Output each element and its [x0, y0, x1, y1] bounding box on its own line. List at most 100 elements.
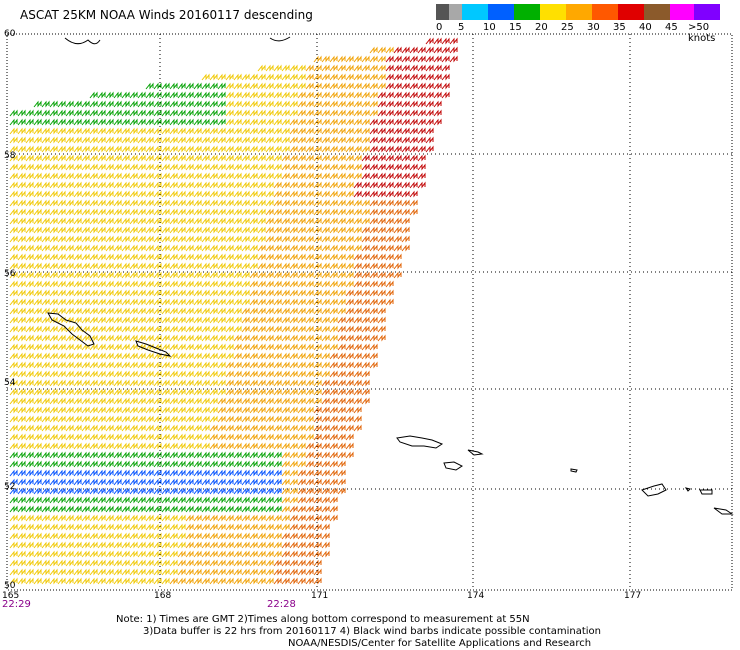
- wind-barb: [41, 406, 50, 414]
- wind-barb: [241, 136, 250, 144]
- wind-barb: [305, 433, 314, 441]
- wind-barb: [369, 253, 378, 261]
- wind-barb: [153, 208, 162, 216]
- wind-barb: [137, 262, 146, 270]
- wind-barb: [33, 532, 42, 540]
- wind-barb: [113, 415, 122, 423]
- wind-barb: [185, 118, 194, 126]
- wind-barb: [137, 163, 146, 171]
- wind-barb: [249, 478, 258, 486]
- wind-barb: [113, 154, 122, 162]
- wind-barb: [193, 262, 202, 270]
- wind-barb: [249, 154, 258, 162]
- wind-barb: [9, 208, 18, 216]
- wind-barb: [297, 559, 306, 567]
- wind-barb: [81, 316, 90, 324]
- wind-barb: [25, 244, 34, 252]
- wind-barb: [233, 352, 242, 360]
- wind-barb: [393, 154, 402, 162]
- wind-barb: [137, 109, 146, 117]
- wind-barb: [41, 379, 50, 387]
- wind-barb: [129, 325, 138, 333]
- wind-barb: [217, 352, 226, 360]
- wind-barb: [121, 244, 130, 252]
- wind-barb: [225, 370, 234, 378]
- wind-barb: [145, 532, 154, 540]
- wind-barb: [129, 226, 138, 234]
- wind-barb: [201, 199, 210, 207]
- wind-barb: [113, 298, 122, 306]
- wind-barb: [409, 91, 418, 99]
- wind-barb: [17, 352, 26, 360]
- wind-barb: [193, 415, 202, 423]
- legend-swatch: [514, 4, 540, 20]
- wind-barb: [433, 46, 442, 54]
- wind-barb: [409, 163, 418, 171]
- wind-barb: [9, 532, 18, 540]
- wind-barb: [201, 415, 210, 423]
- wind-barb: [305, 298, 314, 306]
- wind-barb: [265, 487, 274, 495]
- wind-barb: [113, 127, 122, 135]
- wind-barb: [209, 280, 218, 288]
- wind-barb: [225, 253, 234, 261]
- wind-barb: [153, 190, 162, 198]
- wind-barb: [81, 478, 90, 486]
- wind-barb: [89, 352, 98, 360]
- wind-barb: [57, 172, 66, 180]
- wind-barb: [49, 154, 58, 162]
- wind-barb: [33, 397, 42, 405]
- wind-barb: [161, 208, 170, 216]
- wind-barb: [297, 334, 306, 342]
- wind-barb: [9, 118, 18, 126]
- wind-barb: [65, 199, 74, 207]
- wind-barb: [297, 262, 306, 270]
- wind-barb: [57, 109, 66, 117]
- wind-barb: [153, 496, 162, 504]
- wind-barb: [289, 127, 298, 135]
- wind-barb: [129, 172, 138, 180]
- wind-barb: [169, 145, 178, 153]
- wind-barb: [153, 298, 162, 306]
- wind-barb: [33, 127, 42, 135]
- wind-barb: [257, 100, 266, 108]
- wind-barb: [337, 487, 346, 495]
- wind-barb: [337, 73, 346, 81]
- wind-barb: [377, 235, 386, 243]
- wind-barb: [121, 379, 130, 387]
- wind-barb: [57, 352, 66, 360]
- wind-barb: [129, 91, 138, 99]
- wind-barb: [249, 145, 258, 153]
- wind-barb: [345, 163, 354, 171]
- legend-swatch: [618, 4, 644, 20]
- wind-barb: [81, 298, 90, 306]
- wind-barb: [297, 433, 306, 441]
- wind-barb: [41, 244, 50, 252]
- legend-label-35: 35: [613, 22, 626, 33]
- wind-barb: [161, 226, 170, 234]
- wind-barb: [305, 181, 314, 189]
- wind-barb: [145, 577, 154, 585]
- wind-barb: [33, 289, 42, 297]
- wind-barb: [449, 46, 458, 54]
- time-label-left: 22:29: [2, 599, 31, 610]
- wind-barb: [33, 433, 42, 441]
- wind-barb: [233, 82, 242, 90]
- wind-barb: [177, 577, 186, 585]
- wind-barb: [33, 298, 42, 306]
- wind-barb: [89, 550, 98, 558]
- wind-barb: [113, 199, 122, 207]
- wind-barb: [161, 343, 170, 351]
- wind-barb: [273, 388, 282, 396]
- wind-barb: [217, 568, 226, 576]
- wind-barb: [209, 370, 218, 378]
- wind-barb: [385, 127, 394, 135]
- wind-barb: [161, 91, 170, 99]
- wind-barb: [305, 568, 314, 576]
- wind-barb: [57, 559, 66, 567]
- wind-barb: [33, 100, 42, 108]
- wind-barb: [361, 64, 370, 72]
- wind-barb: [177, 280, 186, 288]
- wind-barb: [297, 550, 306, 558]
- wind-barb: [129, 460, 138, 468]
